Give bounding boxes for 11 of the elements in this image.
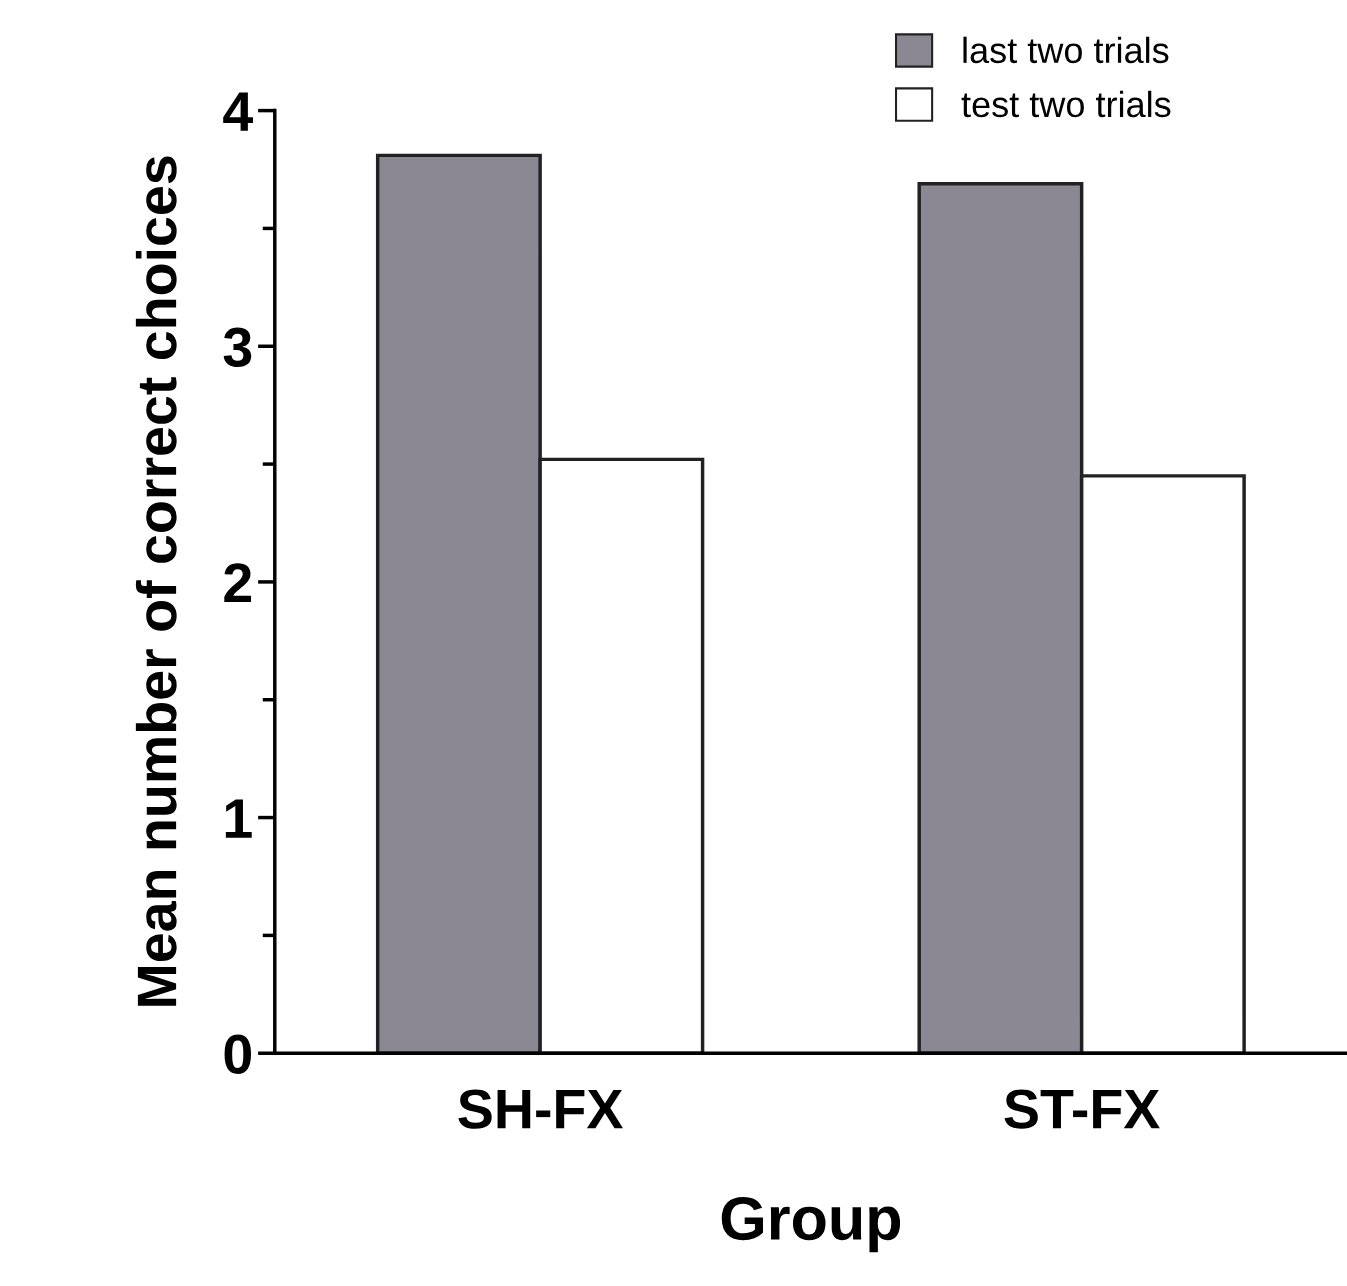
x-tick-label: SH-FX — [458, 1089, 623, 1129]
y-tick-label: 0 — [224, 1034, 251, 1074]
legend-label: last two trials — [963, 36, 1169, 64]
x-axis-title: Group — [721, 1196, 901, 1253]
y-tick-label: 3 — [223, 327, 252, 368]
y-axis-title: Mean number of correct choices — [135, 156, 177, 1006]
legend-label: test two trials — [961, 90, 1171, 118]
y-tick-label: 1 — [225, 799, 252, 838]
y-tick-label: 2 — [224, 563, 252, 603]
y-tick-label: 4 — [223, 92, 253, 131]
x-tick-label: ST-FX — [1004, 1089, 1160, 1129]
